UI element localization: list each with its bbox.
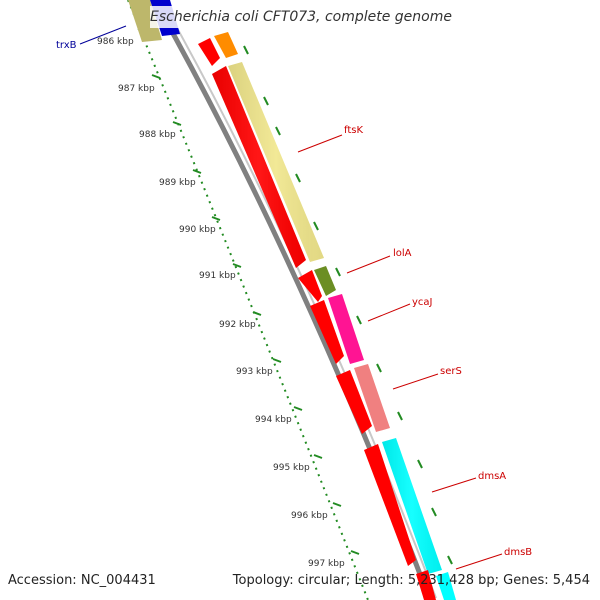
gene-label-dmsA: dmsA [478,471,506,482]
feature-cds-dmsA [364,444,416,566]
topology-value: circular [297,573,346,588]
ruler-label: 994 kbp [255,415,292,425]
ruler-label: 992 kbp [219,320,256,330]
ruler-line [127,0,369,600]
ruler-label: 987 kbp [118,84,155,94]
feature-serS [354,364,390,432]
feature-ycaJ [328,294,364,364]
feature-cds-ycaJ [310,300,344,364]
feature-dmsB [436,572,456,600]
feature-cds-dmsB [416,570,436,600]
genes-value: 5,454 [552,573,590,588]
length-label: Length: [354,573,404,588]
outer-ticks [243,45,453,565]
gene-labels: trxB ftsK lolA ycaJ serS dmsA dmsB [56,40,532,558]
ruler-label: 988 kbp [139,130,176,140]
ruler-label: 996 kbp [291,511,328,521]
ruler-label: 993 kbp [236,367,273,377]
gene-label-trxB: trxB [56,40,77,51]
gene-label-serS: serS [440,366,462,377]
ruler-labels: 986 kbp 987 kbp 988 kbp 989 kbp 990 kbp … [97,37,345,569]
gene-label-dmsB: dmsB [504,547,532,558]
accession-value: NC_004431 [80,573,156,588]
length-value: 5,231,428 bp [407,573,495,588]
feature-cds-serS [336,370,372,434]
gene-label-ycaJ: ycaJ [412,297,433,308]
gene-label-lolA: lolA [393,248,412,259]
ruler-label: 989 kbp [159,178,196,188]
ruler-label: 990 kbp [179,225,216,235]
feature-shading [212,62,442,574]
map-title: Escherichia coli CFT073, complete genome [150,6,452,28]
label-leaders [79,25,503,570]
ruler-label: 991 kbp [199,271,236,281]
ruler-major-ticks [137,28,360,555]
accession-info: Accession: NC_004431 [8,573,156,588]
ruler-label: 995 kbp [273,463,310,473]
feature-cds-lolA [298,270,322,302]
genome-stats: Topology: circular; Length: 5,231,428 bp… [232,573,590,588]
genes-label: Genes: [503,573,549,588]
feature-orange [214,32,238,58]
accession-label: Accession: [8,573,77,588]
gene-label-ftsK: ftsK [344,125,363,136]
feature-cds-1 [198,38,220,66]
ruler-label: 997 kbp [308,559,345,569]
topology-label: Topology: [232,573,294,588]
feature-lolA [314,266,336,296]
ruler-label: 986 kbp [97,37,134,47]
feature-trxB-neighbor [128,0,162,42]
